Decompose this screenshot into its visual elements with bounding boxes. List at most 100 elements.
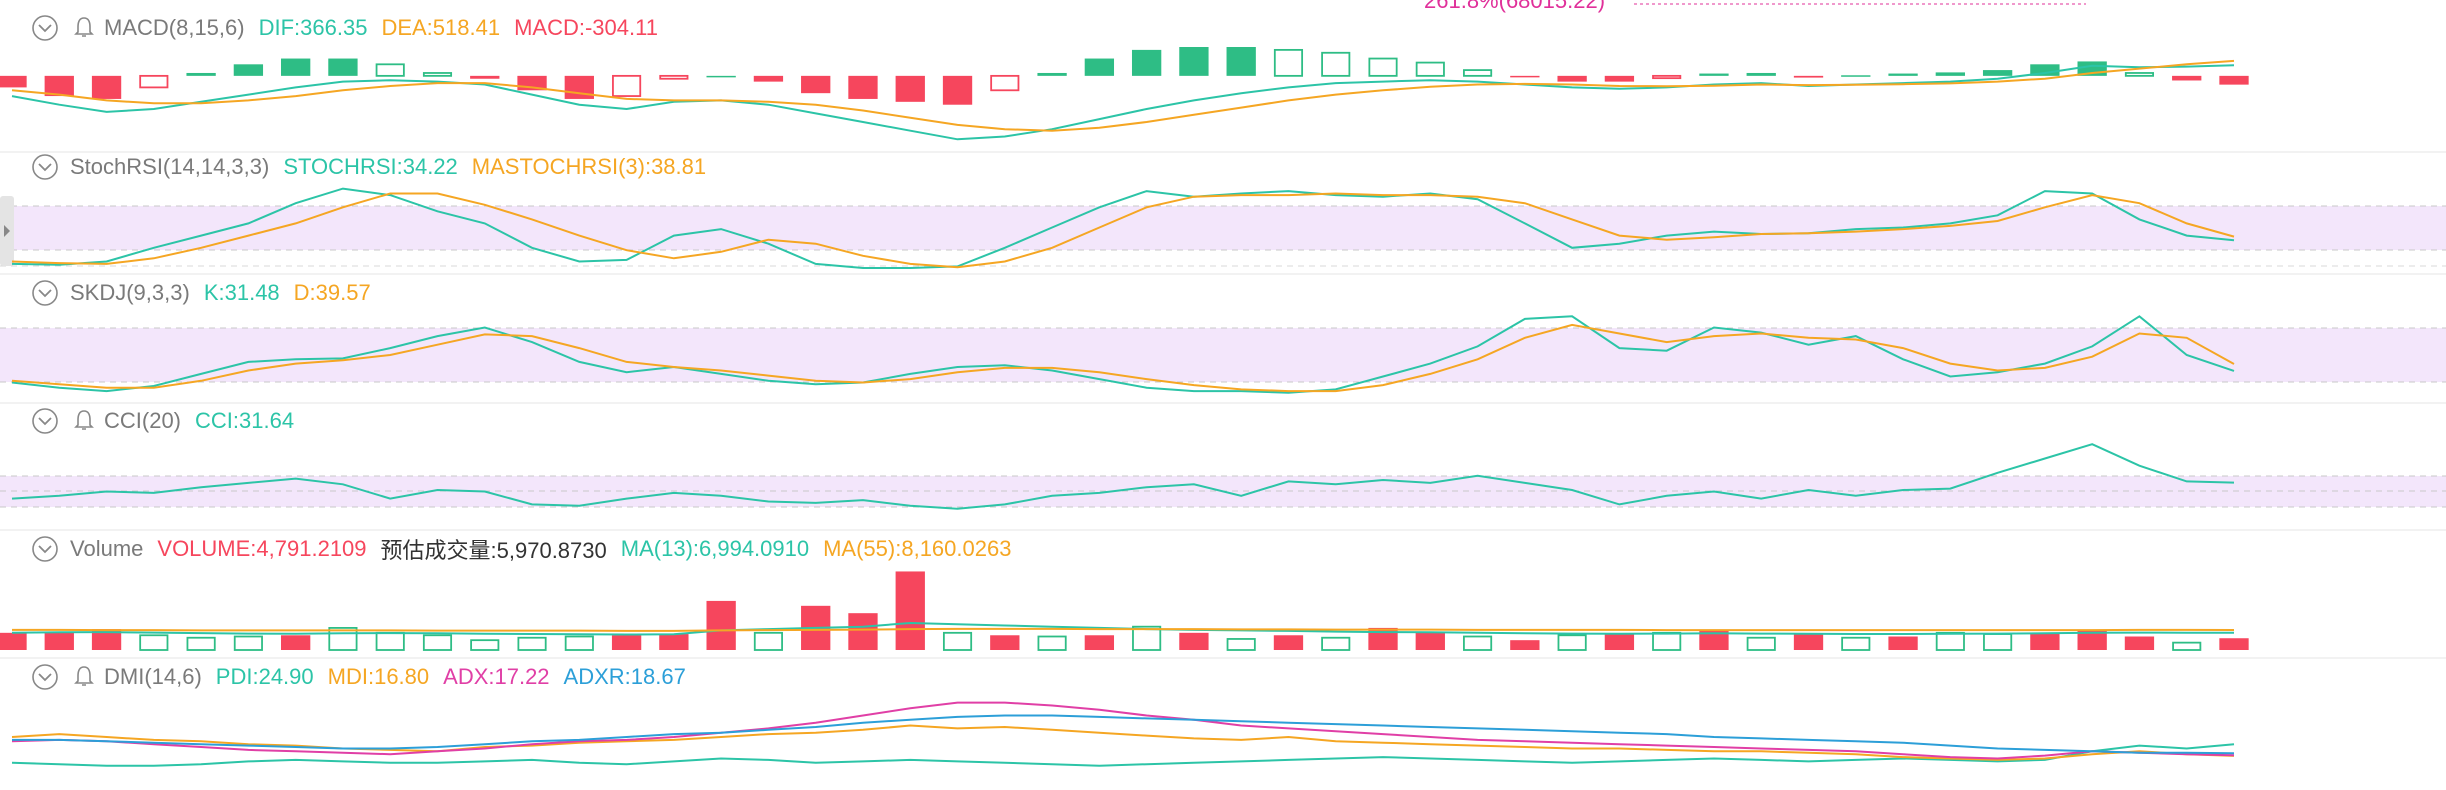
panel-header: SKDJ(9,3,3) K:31.48 D:39.57 [30, 278, 371, 308]
toggle-chevron [38, 545, 52, 554]
bar [1841, 75, 1871, 77]
legend-entry: MASTOCHRSI(3):38.81 [471, 154, 707, 179]
bar [1273, 635, 1304, 650]
panel-title: SKDJ(9,3,3) [70, 280, 190, 305]
bar [1557, 634, 1587, 651]
bar [233, 64, 264, 76]
bar [1321, 636, 1351, 651]
bar [422, 634, 453, 651]
bar [1652, 74, 1682, 80]
bar [91, 629, 122, 650]
series-line [11, 64, 2235, 141]
legend-entry: VOLUME:4,791.2109 [157, 536, 367, 561]
bar [1604, 75, 1635, 82]
bar [470, 639, 500, 651]
bar [1321, 51, 1351, 77]
legend-entry: PDI:24.90 [215, 664, 314, 689]
legend-entry: MACD:-304.11 [514, 15, 658, 40]
bar [753, 631, 783, 651]
series-line [12, 714, 2235, 755]
toggle-chevron [38, 417, 52, 426]
bar [1746, 72, 1776, 76]
bar [942, 631, 973, 651]
bar [2219, 75, 2249, 85]
legend-entry: ADXR:18.67 [563, 664, 686, 689]
bar [706, 75, 736, 78]
bar [1132, 625, 1162, 651]
bar [1652, 631, 1682, 651]
bar [233, 635, 263, 651]
collapse-toggle[interactable] [30, 534, 60, 564]
bar [44, 75, 74, 97]
bar [2172, 641, 2202, 651]
bar [375, 631, 405, 651]
alert-icon[interactable] [74, 13, 94, 43]
legend-entry: D:39.57 [293, 280, 371, 305]
bar [470, 75, 500, 79]
bar [44, 632, 74, 650]
bar [281, 58, 311, 76]
bar [1793, 75, 1824, 78]
bar [895, 75, 925, 102]
bar [186, 636, 216, 651]
bar [1982, 70, 2013, 76]
bar [1557, 75, 1587, 82]
legend-entry: K:31.48 [203, 280, 280, 305]
bar [139, 634, 169, 651]
bar [1415, 61, 1445, 77]
panel-plot [11, 187, 2235, 269]
toggle-circle [32, 536, 58, 562]
bar [2030, 632, 2060, 650]
bar [659, 74, 689, 80]
bar [2030, 64, 2060, 76]
fib-label: 261.8%(68015.22) [1424, 0, 1606, 13]
panel-plot [11, 443, 2235, 510]
series-line [11, 192, 2235, 269]
panel-title: CCI(20) [104, 408, 182, 433]
legend-note: 预估成交量:5,970.8730 [380, 538, 607, 563]
panel-header: Volume VOLUME:4,791.2109 预估成交量:5,970.8730 M… [30, 534, 1011, 564]
collapse-toggle[interactable] [30, 406, 60, 436]
bar [1131, 49, 1162, 76]
bar [1226, 47, 1256, 76]
bar [1179, 47, 1209, 76]
bar [375, 63, 405, 77]
bar [91, 75, 122, 99]
bar [1746, 636, 1776, 651]
series-line [11, 323, 2235, 393]
collapse-toggle[interactable] [30, 278, 60, 308]
bar [1463, 69, 1493, 77]
bar [1463, 635, 1493, 651]
collapse-toggle[interactable] [30, 13, 60, 43]
panel-header: CCI(20) CCI:31.64 [30, 406, 294, 436]
bar [1510, 75, 1540, 78]
legend-entry: STOCHRSI:34.22 [283, 154, 458, 179]
series-line [12, 627, 2235, 632]
panel-plot [11, 701, 2235, 767]
alert-icon[interactable] [74, 662, 94, 692]
bar [1699, 630, 1729, 650]
bar [1935, 631, 1965, 651]
bar [328, 58, 358, 76]
bar [1415, 632, 1445, 650]
series-line [11, 59, 2235, 132]
bar [1841, 636, 1871, 651]
bar [612, 74, 642, 97]
bar [1037, 635, 1067, 651]
bar [139, 74, 169, 89]
bar [1084, 58, 1115, 76]
panel-plot [0, 571, 2249, 651]
collapse-toggle[interactable] [30, 662, 60, 692]
collapse-toggle[interactable] [30, 152, 60, 182]
bar [2124, 72, 2155, 77]
band [0, 206, 2446, 250]
bar [753, 75, 784, 82]
bar [2219, 638, 2249, 650]
legend-entry: ADX:17.22 [443, 664, 550, 689]
panel-header: StochRSI(14,14,3,3) STOCHRSI:34.22 MASTOCH… [30, 152, 706, 182]
alert-icon[interactable] [74, 406, 94, 436]
panel-title: StochRSI(14,14,3,3) [70, 154, 270, 179]
panel-header: DMI(14,6) PDI:24.90 MDI:16.80 ADX:17.22 ADXR… [30, 662, 686, 692]
